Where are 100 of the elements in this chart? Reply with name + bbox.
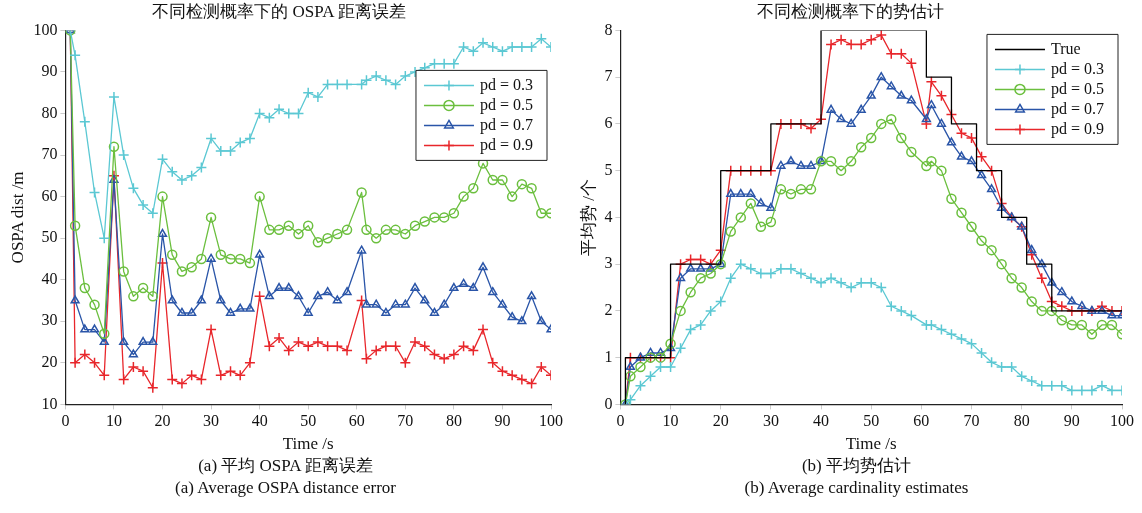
point [195, 373, 207, 386]
point [496, 365, 508, 377]
point [694, 272, 706, 284]
point [458, 278, 468, 287]
point [321, 78, 333, 91]
point [428, 212, 440, 223]
y-axis-title: OSPA dist /m [7, 171, 27, 264]
point [302, 220, 313, 231]
point [166, 249, 177, 261]
point [876, 71, 886, 81]
point [264, 291, 274, 300]
point [956, 151, 966, 160]
x-tick-label: 40 [812, 412, 829, 430]
x-tick-label: 30 [202, 412, 219, 430]
point [935, 323, 947, 336]
point [214, 145, 227, 157]
point [196, 295, 206, 304]
point [108, 174, 119, 183]
point [1046, 305, 1057, 317]
point [1106, 310, 1117, 319]
point [409, 282, 420, 292]
x-tick-label: 100 [538, 412, 563, 430]
point [925, 156, 937, 167]
point [467, 45, 479, 57]
point [515, 373, 528, 386]
point [885, 300, 897, 312]
y-tick-label: 20 [40, 353, 57, 371]
point [477, 262, 488, 271]
point [157, 228, 167, 238]
point [845, 156, 856, 167]
legend-label: pd = 0.9 [479, 135, 533, 154]
point [664, 361, 676, 373]
point [755, 198, 765, 207]
y-tick-label: 8 [603, 20, 612, 38]
point [1086, 329, 1097, 340]
point [263, 111, 275, 124]
point [389, 224, 401, 236]
point [224, 145, 236, 157]
point [400, 299, 410, 308]
point [655, 347, 665, 356]
point [341, 286, 352, 296]
point [986, 184, 996, 193]
x-tick-label: 70 [396, 412, 413, 430]
point [976, 170, 986, 179]
x-tick-label: 10 [662, 412, 679, 430]
point [785, 156, 796, 165]
point [765, 216, 776, 228]
point [448, 207, 459, 219]
legend-label: pd = 0.3 [1050, 59, 1104, 78]
point [253, 191, 265, 202]
point [674, 342, 686, 355]
x-axis-title: Time /s [282, 434, 334, 454]
legend-label: pd = 0.5 [1050, 79, 1104, 98]
point [507, 311, 517, 321]
point [536, 316, 546, 325]
point [379, 74, 392, 87]
y-tick-label: 3 [603, 254, 612, 272]
point [389, 340, 401, 352]
point [905, 57, 917, 69]
point [665, 343, 675, 352]
point [1056, 286, 1066, 296]
point [360, 74, 372, 87]
point [146, 382, 159, 394]
point [1066, 296, 1076, 305]
point [825, 104, 836, 113]
point [399, 70, 411, 82]
point [215, 249, 226, 261]
point [356, 245, 366, 254]
point [379, 340, 392, 352]
point [535, 361, 547, 373]
point [1015, 282, 1027, 293]
point [370, 232, 381, 244]
point [311, 91, 324, 103]
point [78, 348, 91, 361]
point [1065, 384, 1078, 397]
text: (b) 平均势估计 [801, 455, 912, 477]
point [244, 303, 255, 312]
point [705, 263, 715, 272]
point [439, 299, 449, 308]
point [535, 207, 547, 219]
point [292, 336, 304, 348]
point [625, 361, 635, 370]
point [487, 286, 497, 296]
point [745, 198, 756, 209]
point [516, 178, 527, 190]
point [137, 282, 148, 294]
point [321, 232, 333, 244]
point [355, 78, 367, 91]
point [380, 307, 391, 316]
point [1076, 319, 1087, 331]
point [945, 193, 957, 204]
legend-label: pd = 0.7 [1050, 99, 1104, 118]
point [303, 307, 313, 316]
point [389, 78, 401, 91]
y-tick-label: 5 [603, 160, 612, 178]
point [69, 295, 80, 304]
point [253, 290, 265, 303]
point [428, 57, 440, 70]
y-tick-label: 90 [40, 62, 57, 80]
point [1005, 272, 1017, 284]
